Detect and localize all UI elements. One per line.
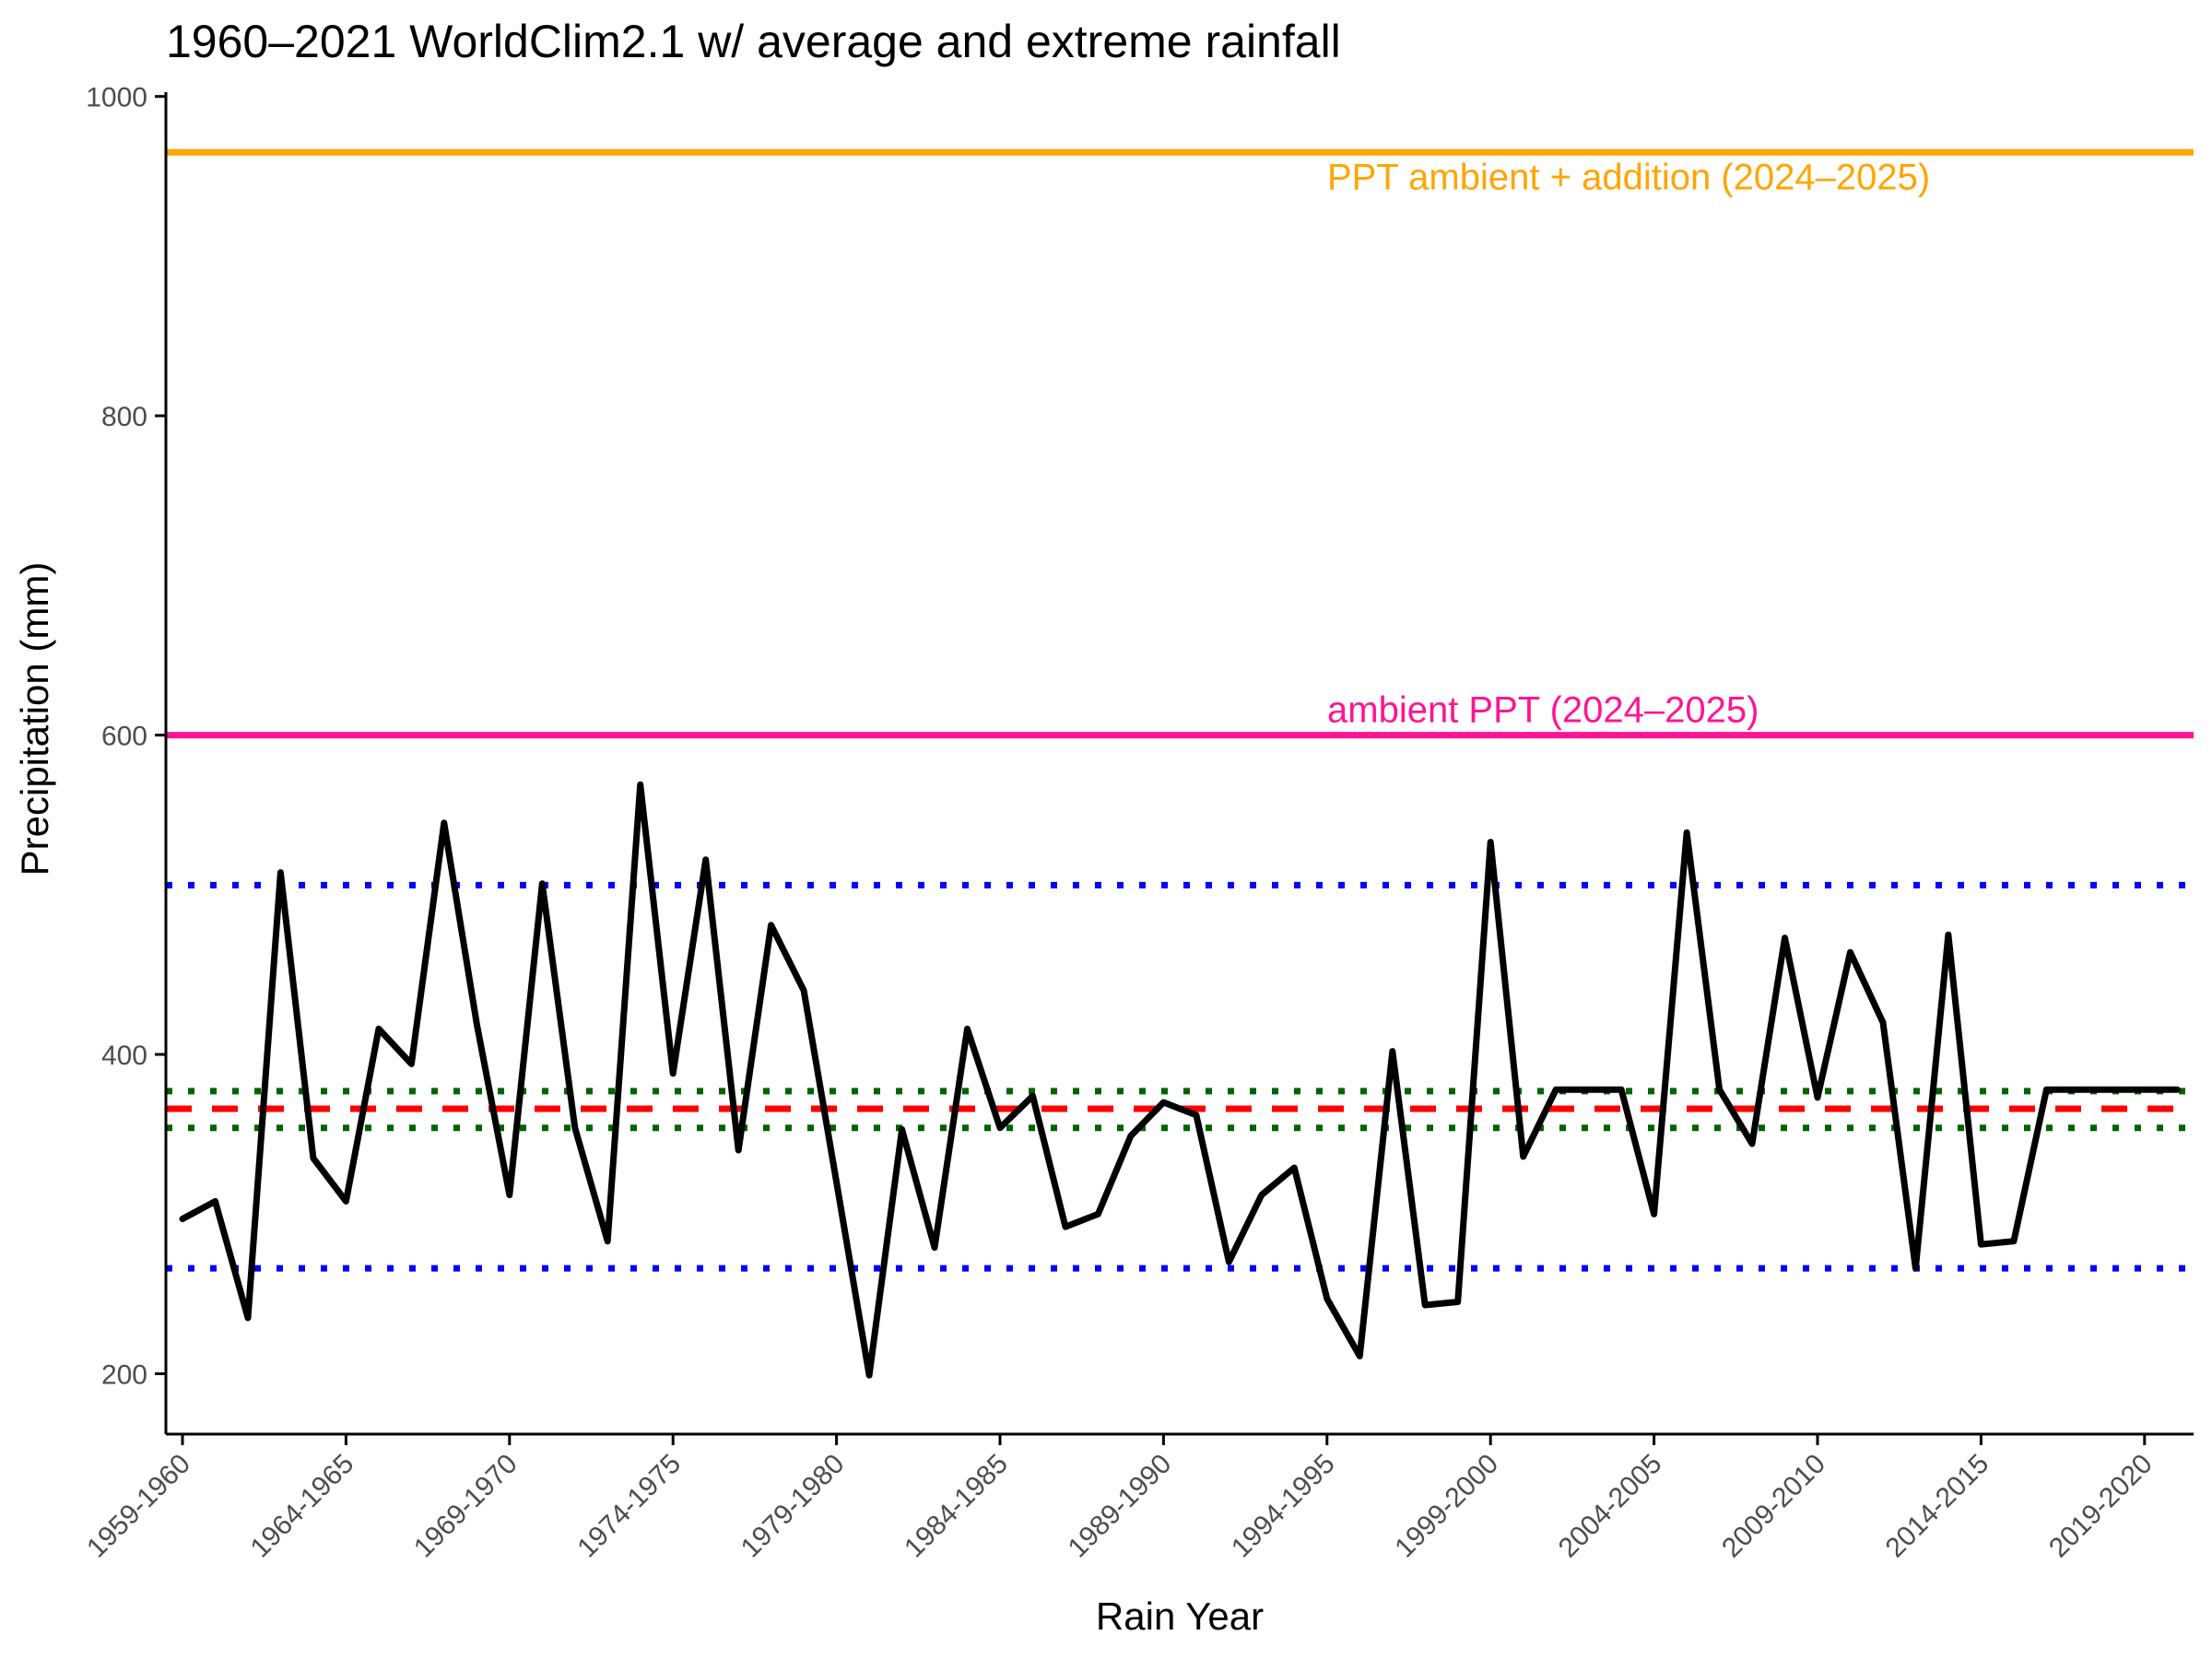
x-tick-label: 1974-1975 xyxy=(571,1449,687,1564)
x-tick-label: 1989-1990 xyxy=(1063,1449,1178,1564)
x-tick-label: 2004-2005 xyxy=(1553,1449,1668,1564)
x-tick-label: 1964-1965 xyxy=(245,1449,360,1564)
x-tick-label: 1999-2000 xyxy=(1389,1449,1504,1564)
y-axis-ticks: 200 400 600 800 1000 xyxy=(86,83,166,1391)
x-tick-label: 1984-1985 xyxy=(899,1449,1014,1564)
reference-labels: PPT ambient + addition (2024–2025) ambien… xyxy=(1327,157,1930,730)
y-axis-title: Precipitation (mm) xyxy=(13,562,56,877)
y-tick-label: 200 xyxy=(101,1360,147,1391)
x-tick-label: 2019-2020 xyxy=(2043,1449,2159,1564)
y-tick-label: 1000 xyxy=(86,83,147,113)
reference-label-1: ambient PPT (2024–2025) xyxy=(1327,690,1759,731)
x-axis-ticks: 1959-1960 1964-1965 1969-1970 1974-1975 1979… xyxy=(81,1434,2159,1563)
x-tick-label: 1959-1960 xyxy=(81,1449,196,1564)
y-tick-label: 800 xyxy=(101,402,147,432)
x-tick-label: 1979-1980 xyxy=(735,1449,851,1564)
x-tick-label: 1994-1995 xyxy=(1226,1449,1341,1564)
precipitation-series-line xyxy=(179,781,2181,1379)
reference-label-0: PPT ambient + addition (2024–2025) xyxy=(1327,157,1930,197)
x-tick-label: 2014-2015 xyxy=(1880,1449,1995,1564)
x-axis-title: Rain Year xyxy=(1096,1594,1264,1638)
chart-title: 1960–2021 WorldClim2.1 w/ average and ex… xyxy=(166,16,1341,67)
y-tick-label: 400 xyxy=(101,1041,147,1071)
x-tick-label: 2009-2010 xyxy=(1716,1449,1831,1564)
reference-lines xyxy=(166,148,2194,1272)
y-tick-label: 600 xyxy=(101,722,147,752)
x-tick-label: 1969-1970 xyxy=(408,1449,524,1564)
